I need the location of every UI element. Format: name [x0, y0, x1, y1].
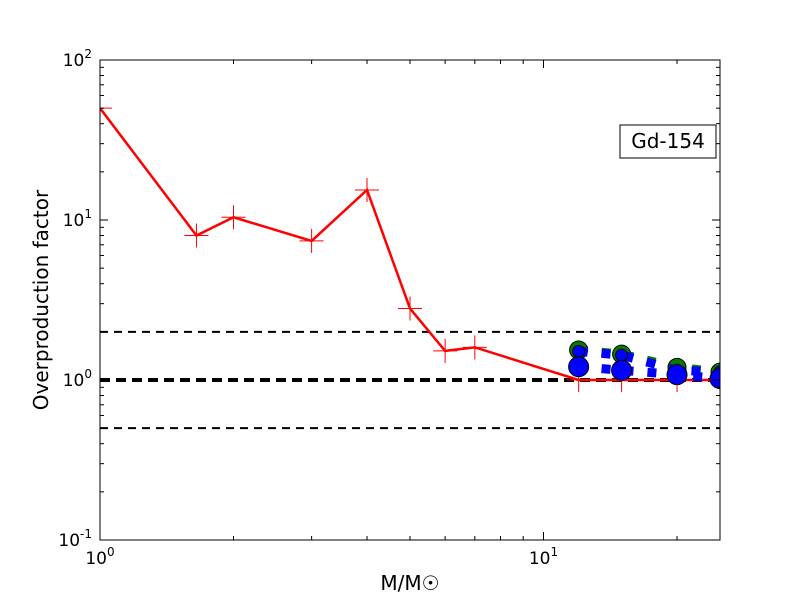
data-point: [611, 359, 633, 381]
annotation-label: Gd-154: [631, 129, 705, 153]
y-tick-label: 100: [63, 367, 92, 391]
data-point: [433, 338, 458, 363]
data-point: [398, 296, 422, 321]
data-point: [615, 348, 629, 362]
x-tick-label: 101: [529, 545, 558, 569]
series-line: [578, 362, 720, 384]
y-tick-label: 10-1: [58, 527, 92, 551]
data-point: [184, 223, 209, 248]
y-tick-label: 101: [63, 207, 92, 231]
annotation-box: Gd-154: [619, 124, 717, 159]
x-axis-label: M/M☉: [380, 571, 439, 595]
data-point: [666, 364, 688, 386]
y-tick-label: 102: [63, 47, 92, 71]
y-axis-label: Overproduction factor: [29, 189, 53, 410]
data-point: [221, 205, 246, 230]
data-point: [100, 96, 112, 121]
data-point: [462, 335, 487, 360]
x-tick-label: 100: [85, 545, 114, 569]
data-point: [572, 344, 586, 358]
data-point: [568, 356, 590, 378]
data-point: [709, 368, 720, 390]
data-point: [299, 228, 324, 253]
data-point: [355, 177, 380, 202]
series-line: [578, 346, 720, 377]
